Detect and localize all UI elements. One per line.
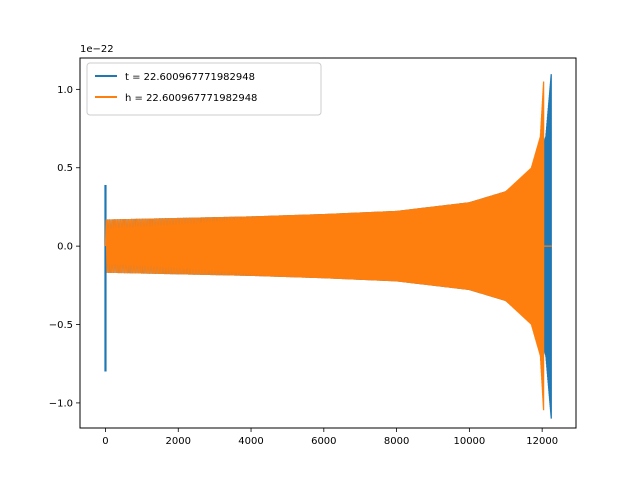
y-tick-label: −1.0 (49, 398, 73, 409)
legend: t = 22.600967771982948 h = 22.60096777198… (86, 62, 322, 116)
series-line (104, 81, 552, 411)
plot-layer (104, 74, 552, 419)
series-2 (104, 81, 552, 411)
y-axis-offset-label: 1e−22 (80, 44, 114, 55)
y-tick-label: 0.5 (57, 163, 73, 174)
x-tick-label: 12000 (526, 436, 558, 447)
legend-box (86, 62, 322, 116)
x-tick-label: 0 (102, 436, 108, 447)
x-tick-label: 10000 (453, 436, 485, 447)
x-tick-label: 2000 (166, 436, 191, 447)
x-tick-label: 6000 (311, 436, 336, 447)
legend-label: h = 22.600967771982948 (125, 93, 257, 104)
x-tick-label: 4000 (238, 436, 263, 447)
axis-ticks: 0 2000 4000 6000 8000 10000 12000 −1.0 −0.5 0.0 0.… (49, 85, 558, 447)
y-tick-label: 1.0 (57, 85, 73, 96)
y-tick-label: 0.0 (57, 242, 73, 253)
x-tick-label: 8000 (384, 436, 409, 447)
legend-label: t = 22.600967771982948 (125, 72, 255, 83)
legend-entry: h = 22.600967771982948 (95, 93, 257, 104)
y-tick-label: −0.5 (49, 320, 73, 331)
legend-entry: t = 22.600967771982948 (95, 72, 255, 83)
plot-frame (79, 57, 577, 429)
